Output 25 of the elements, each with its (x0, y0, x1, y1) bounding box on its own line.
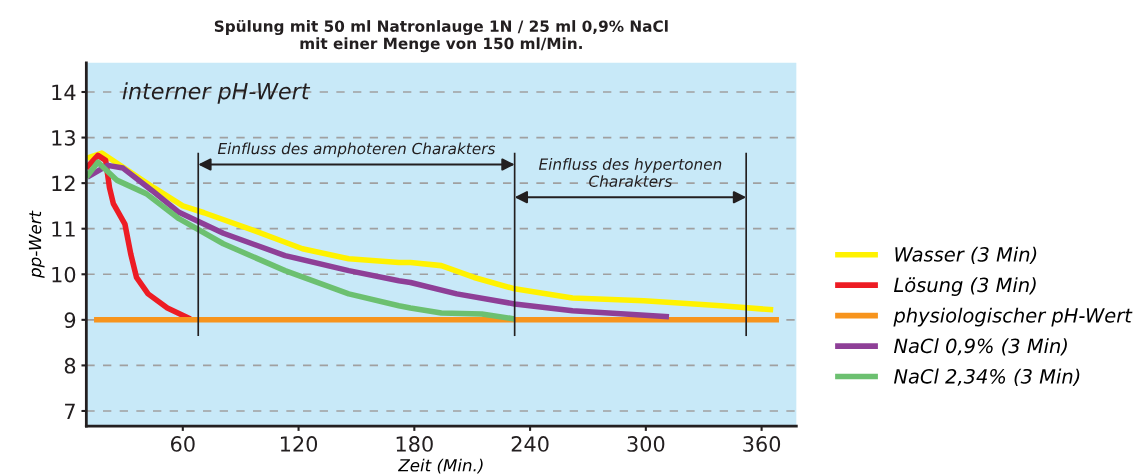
x-tick-label: 60 (171, 436, 195, 452)
legend-label: Wasser (3 Min) (895, 246, 1037, 265)
y-tick-label: 11 (52, 221, 75, 237)
y-tick-label: 7 (65, 403, 75, 419)
y-tick-label: 14 (52, 84, 76, 100)
x-tick-label: 360 (743, 436, 781, 452)
y-tick-label: 13 (52, 130, 75, 146)
legend-label: NaCl 2,34% (3 Min) (893, 368, 1080, 386)
x-tick-label: 300 (627, 436, 665, 452)
x-tick-label: 120 (280, 436, 318, 452)
chart-title: Spülung mit 50 ml Natronlauge 1N / 25 ml 0,9% NaCl mit einer Menge von 150 ml/Min. (214, 19, 668, 53)
y-tick-label: 9 (64, 312, 76, 329)
annotation: interner pH-Wert (122, 82, 311, 104)
x-tick-label: 180 (396, 436, 433, 452)
legend-label: physiologischer pH-Wert (893, 307, 1133, 327)
x-axis-title: Zeit (Min.) (397, 458, 483, 474)
annotation: Einfluss des hypertonen Charakters (538, 158, 722, 187)
legend-label: NaCl 0,9% (3 Min) (893, 338, 1067, 356)
y-tick-label: 8 (64, 357, 76, 374)
y-tick-label: 10 (52, 266, 76, 283)
y-tick-label: 12 (52, 175, 75, 192)
y-axis-title: pp-Wert (28, 210, 45, 278)
x-tick-label: 240 (511, 436, 549, 452)
annotation: Einfluss des amphoteren Charakters (217, 142, 496, 158)
legend-label: Lösung (3 Min) (893, 277, 1036, 296)
